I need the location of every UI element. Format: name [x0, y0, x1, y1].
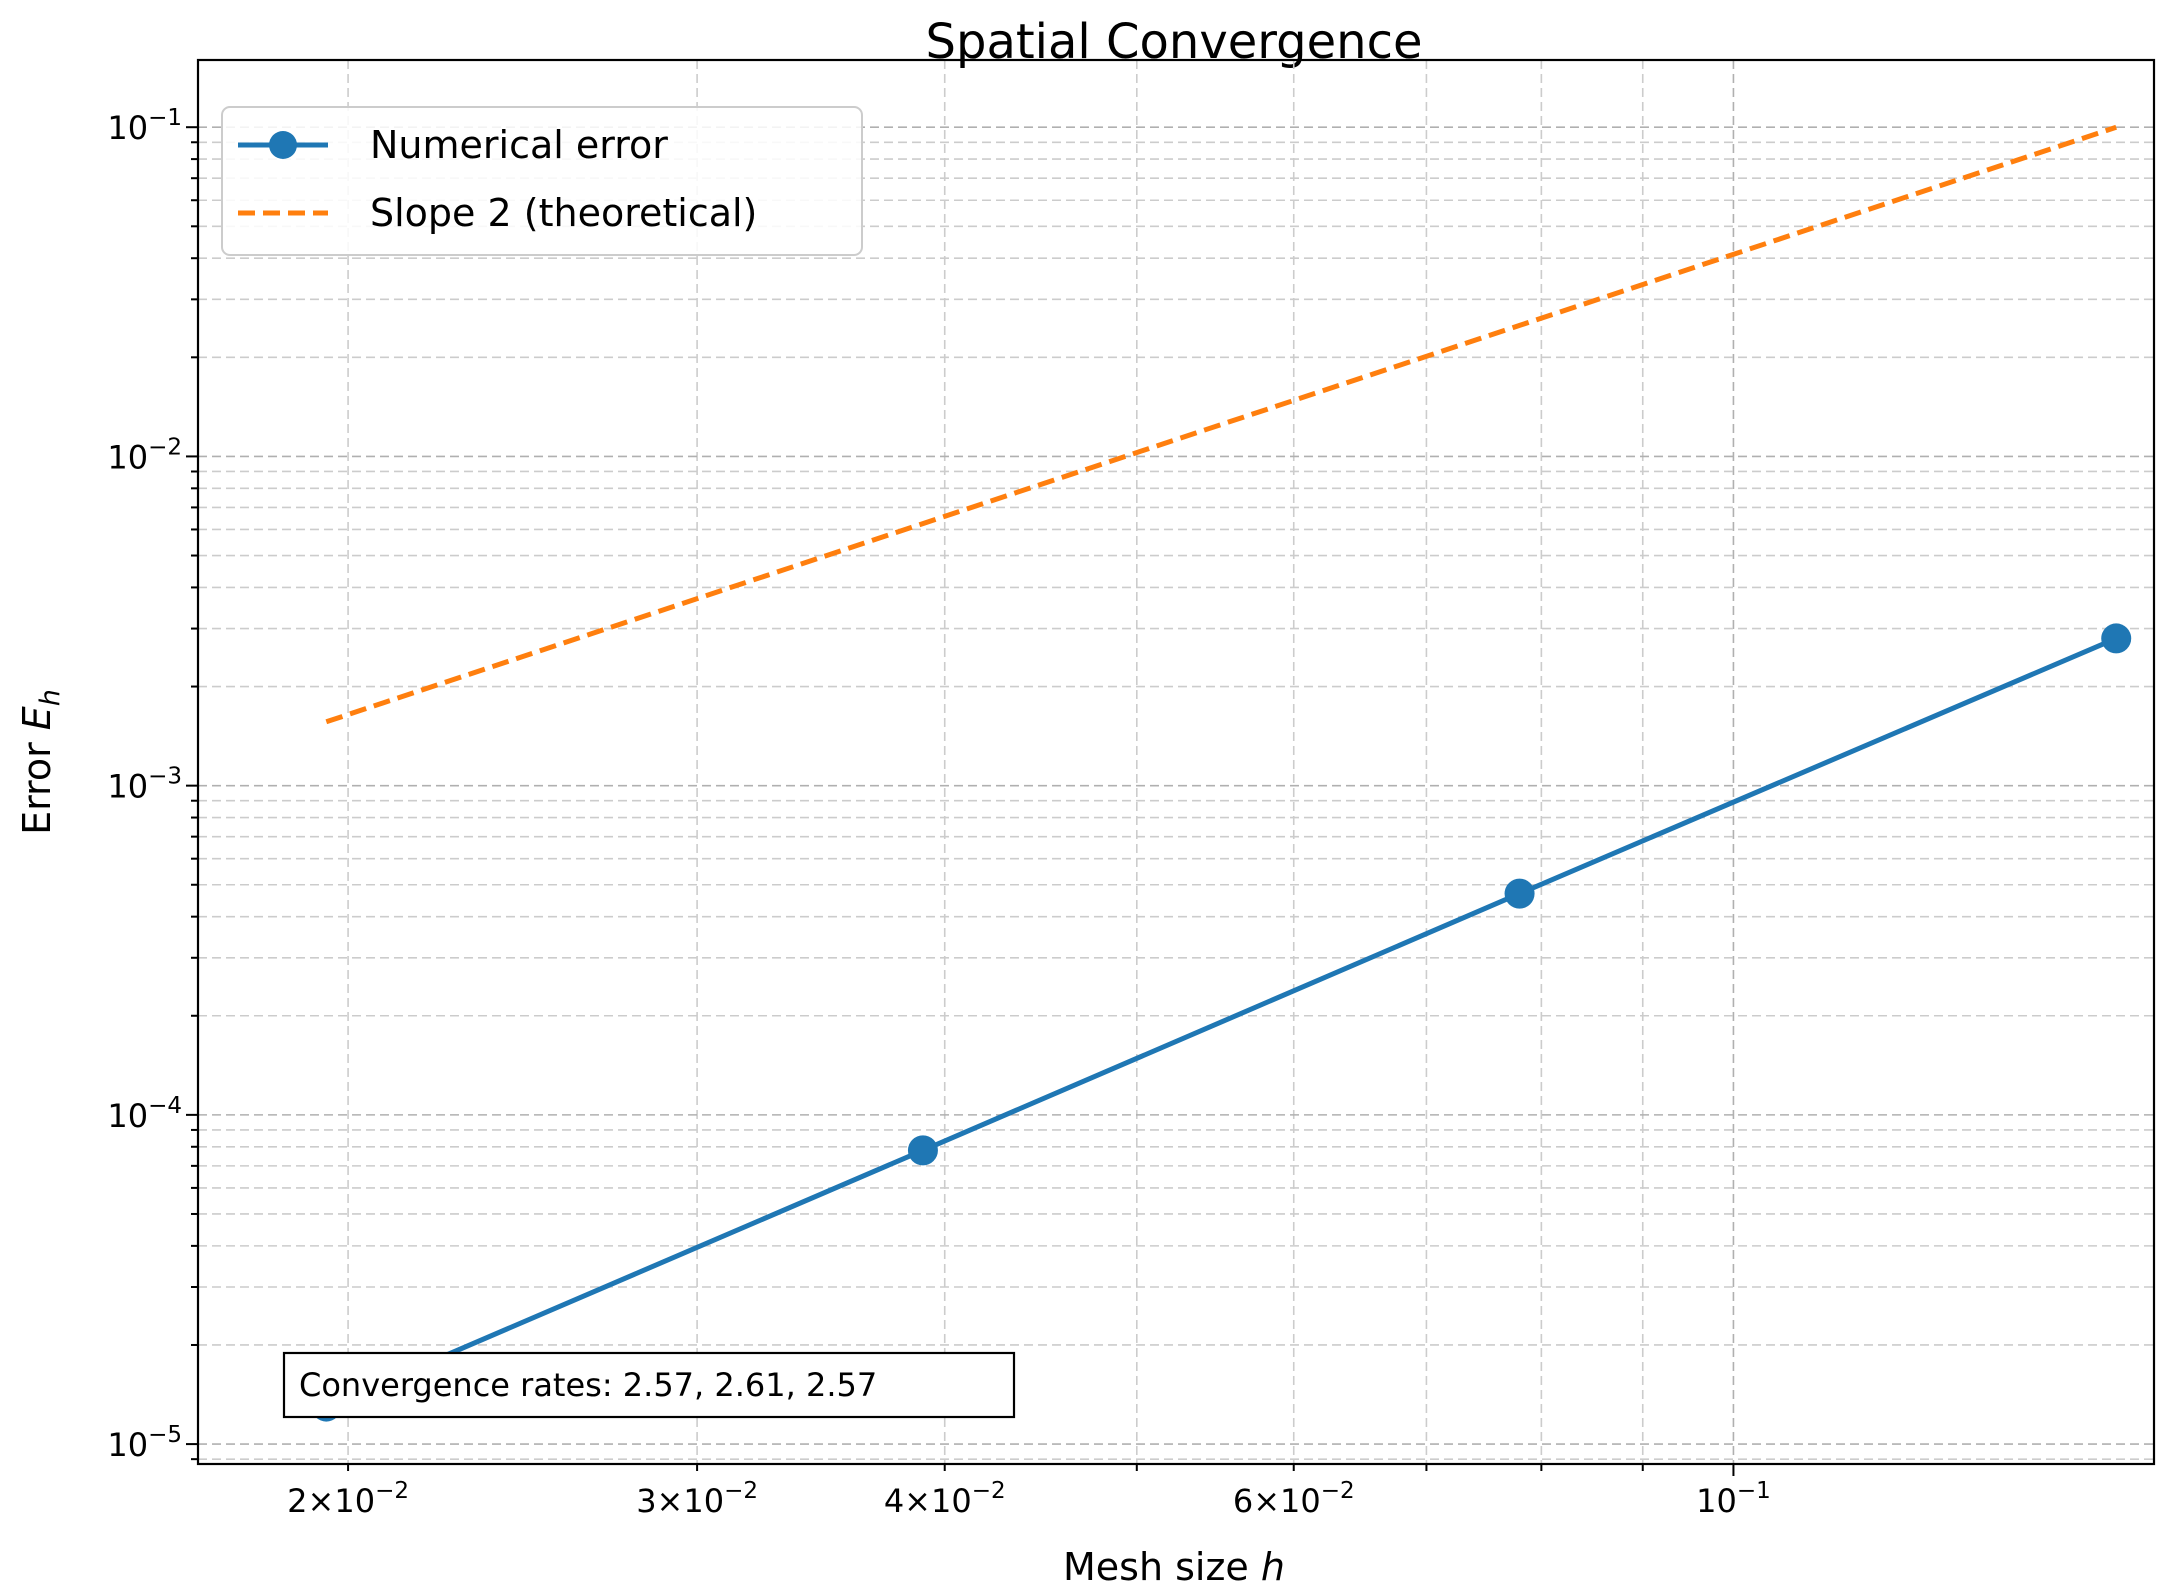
y-axis-label-text: Error: [15, 742, 59, 835]
y-axis-label: Error Eh: [15, 689, 66, 835]
y-tick-base: 10: [107, 1426, 148, 1464]
annotation-text: Convergence rates: 2.57, 2.61, 2.57: [299, 1366, 877, 1404]
x-tick-exponent: −2: [375, 1478, 409, 1504]
annotation-box: [282, 1351, 1016, 1419]
x-tick-exponent: −2: [724, 1478, 758, 1504]
x-tick-base: 10: [683, 1482, 724, 1520]
data-point: [907, 1135, 938, 1166]
y-tick-base: 10: [107, 1097, 148, 1135]
x-axis-label: Mesh size h: [1063, 1545, 1285, 1589]
x-tick-base: 10: [1696, 1482, 1737, 1520]
x-axis-label-var: h: [1261, 1545, 1285, 1589]
legend-box: [221, 106, 863, 256]
x-tick-label: 10−1: [1696, 1478, 1771, 1520]
y-axis-label-var: E: [15, 706, 59, 730]
x-axis-label-text: Mesh size: [1063, 1545, 1249, 1589]
y-tick-label: 10−2: [107, 434, 182, 476]
x-tick-exponent: −1: [1737, 1478, 1771, 1504]
y-tick-base: 10: [107, 768, 148, 806]
series-line-numerical-error: [325, 636, 2118, 1409]
x-tick-mantissa: 3×: [636, 1482, 683, 1520]
x-tick-base: 10: [1280, 1482, 1321, 1520]
x-axis-ticks: 2×10−2 3×10−2 4×10−2 6×10−2 10−1: [287, 1464, 1771, 1520]
y-tick-label: 10−4: [107, 1093, 182, 1135]
x-tick-label: 2×10−2: [287, 1478, 409, 1520]
y-tick-exponent: −1: [148, 105, 182, 131]
x-tick-mantissa: 2×: [287, 1482, 334, 1520]
legend-label-slope-2: Slope 2 (theoretical): [370, 191, 757, 235]
legend-marker-numerical-error: [269, 131, 297, 159]
x-tick-exponent: −2: [972, 1478, 1006, 1504]
x-tick-label: 3×10−2: [636, 1478, 758, 1520]
y-tick-base: 10: [107, 109, 148, 147]
y-tick-exponent: −4: [148, 1093, 182, 1119]
legend-label-numerical-error: Numerical error: [370, 123, 668, 167]
y-axis-ticks: 10−510−410−310−210−1: [107, 105, 198, 1464]
x-tick-label: 4×10−2: [884, 1478, 1006, 1520]
y-tick-label: 10−1: [107, 105, 182, 147]
x-tick-base: 10: [334, 1482, 375, 1520]
y-tick-exponent: −3: [148, 764, 182, 790]
series-line-slope-2: [325, 124, 2117, 725]
y-tick-base: 10: [107, 438, 148, 476]
x-tick-exponent: −2: [1321, 1478, 1355, 1504]
convergence-annotation: Convergence rates: 2.57, 2.61, 2.57: [282, 1351, 1016, 1419]
x-tick-mantissa: 6×: [1233, 1482, 1280, 1520]
x-tick-mantissa: 4×: [884, 1482, 931, 1520]
legend: Numerical error Slope 2 (theoretical): [221, 106, 863, 256]
plot-frame: [196, 58, 2156, 1466]
grid: [198, 60, 2154, 1464]
y-axis-label-sub: h: [35, 689, 66, 706]
data-point: [2101, 623, 2132, 654]
y-tick-label: 10−3: [107, 764, 182, 806]
chart-title: Spatial Convergence: [926, 14, 1423, 70]
y-tick-exponent: −5: [148, 1422, 182, 1448]
x-tick-base: 10: [931, 1482, 972, 1520]
x-tick-label: 6×10−2: [1233, 1478, 1355, 1520]
y-tick-label: 10−5: [107, 1422, 182, 1464]
data-point: [1504, 878, 1535, 909]
y-tick-exponent: −2: [148, 434, 182, 460]
